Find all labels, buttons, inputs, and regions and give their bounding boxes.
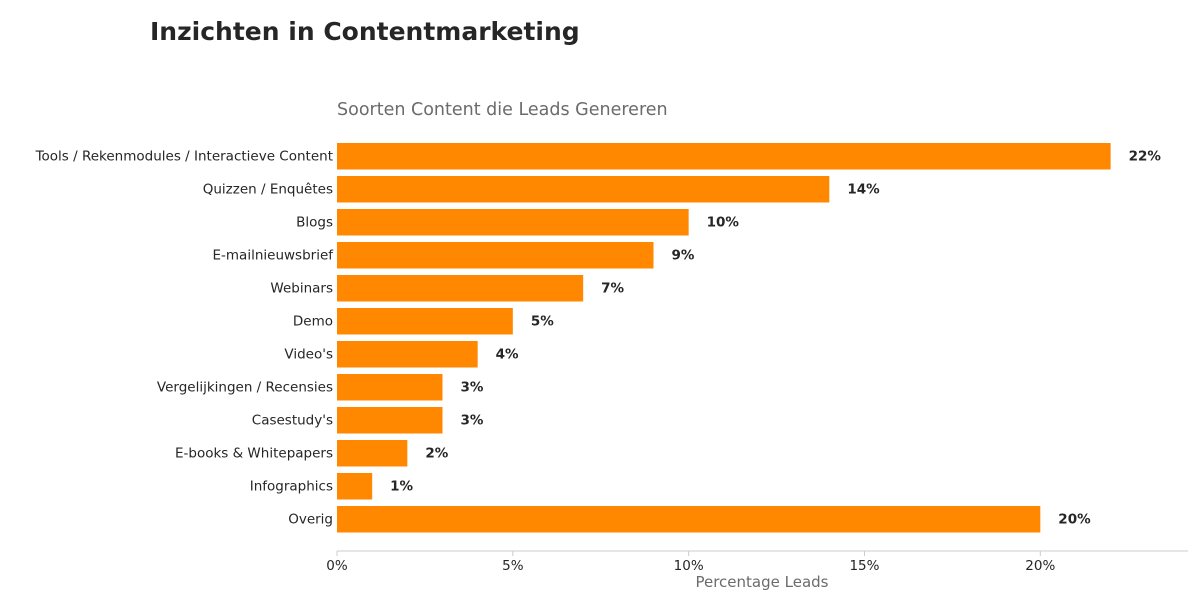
x-axis-ticks: 0% 5% 10% 15% 20%	[326, 551, 1055, 574]
category-label: Blogs	[296, 214, 333, 230]
x-tick-label: 20%	[1025, 558, 1055, 574]
bar	[337, 275, 584, 302]
bar	[337, 407, 443, 434]
bar	[337, 506, 1041, 533]
bars-group	[337, 143, 1111, 533]
bar	[337, 209, 689, 236]
category-label: E-books & Whitepapers	[175, 445, 333, 461]
page-title: Inzichten in Contentmarketing	[150, 17, 580, 46]
category-label: Vergelijkingen / Recensies	[157, 379, 333, 395]
category-label: Video's	[284, 346, 333, 362]
bar	[337, 341, 478, 368]
category-label: Webinars	[270, 280, 333, 296]
data-labels: 22% 14% 10% 9% 7% 5% 4% 3% 3% 2% 1% 20%	[390, 148, 1161, 527]
data-label: 3%	[460, 412, 483, 428]
data-label: 14%	[847, 181, 880, 197]
bar	[337, 440, 408, 467]
category-label: Overig	[288, 511, 333, 527]
chart-title: Soorten Content die Leads Genereren	[337, 100, 668, 120]
x-axis-title: Percentage Leads	[695, 573, 828, 591]
data-label: 2%	[425, 445, 448, 461]
data-label: 7%	[601, 280, 624, 296]
bar	[337, 143, 1111, 170]
bar	[337, 242, 654, 269]
x-tick-label: 10%	[674, 558, 704, 574]
data-label: 22%	[1129, 148, 1162, 164]
data-label: 10%	[707, 214, 740, 230]
category-label: Tools / Rekenmodules / Interactieve Cont…	[35, 148, 333, 164]
category-label: E-mailnieuwsbrief	[213, 247, 335, 263]
bar	[337, 308, 513, 335]
data-label: 3%	[460, 379, 483, 395]
data-label: 4%	[496, 346, 519, 362]
category-label: Casestudy's	[252, 412, 333, 428]
data-label: 20%	[1058, 511, 1091, 527]
x-tick-label: 0%	[326, 558, 348, 574]
bar	[337, 374, 443, 401]
data-label: 1%	[390, 478, 413, 494]
x-tick-label: 5%	[502, 558, 524, 574]
bar	[337, 473, 373, 500]
data-label: 9%	[671, 247, 694, 263]
data-label: 5%	[531, 313, 554, 329]
bar	[337, 176, 830, 203]
category-label: Demo	[293, 313, 333, 329]
category-label: Quizzen / Enquêtes	[203, 181, 333, 197]
category-label: Infographics	[250, 478, 333, 494]
category-labels: Tools / Rekenmodules / Interactieve Cont…	[35, 148, 335, 527]
x-tick-label: 15%	[849, 558, 879, 574]
